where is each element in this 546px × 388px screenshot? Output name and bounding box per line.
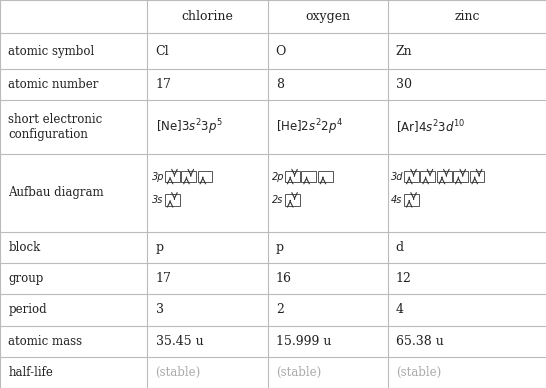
Text: [Ne]3$s^2$3$p^5$: [Ne]3$s^2$3$p^5$ [156, 117, 223, 137]
Text: zinc: zinc [454, 10, 479, 23]
Text: 4: 4 [396, 303, 404, 317]
Text: O: O [276, 45, 286, 58]
Text: p: p [156, 241, 164, 254]
Text: 4s: 4s [391, 195, 402, 205]
Bar [404, 171, 419, 182]
Text: 16: 16 [276, 272, 292, 285]
Text: 15.999 u: 15.999 u [276, 335, 331, 348]
Bar [437, 171, 452, 182]
Text: half-life: half-life [8, 366, 53, 379]
Bar [165, 194, 180, 206]
Bar [453, 171, 468, 182]
Bar [285, 171, 300, 182]
Bar [198, 171, 212, 182]
Text: Aufbau diagram: Aufbau diagram [8, 186, 104, 199]
Text: [Ar]4$s^2$3$d^{10}$: [Ar]4$s^2$3$d^{10}$ [396, 118, 465, 136]
Text: 3: 3 [156, 303, 164, 317]
Text: group: group [8, 272, 44, 285]
Text: atomic number: atomic number [8, 78, 99, 91]
Bar [165, 171, 180, 182]
Bar [404, 194, 419, 206]
Text: 65.38 u: 65.38 u [396, 335, 443, 348]
Text: 3s: 3s [152, 195, 163, 205]
Text: period: period [8, 303, 47, 317]
Text: [He]2$s^2$2$p^4$: [He]2$s^2$2$p^4$ [276, 117, 342, 137]
Text: 3p: 3p [152, 171, 164, 182]
Text: atomic mass: atomic mass [8, 335, 82, 348]
Text: Zn: Zn [396, 45, 412, 58]
Text: 17: 17 [156, 78, 171, 91]
Text: atomic symbol: atomic symbol [8, 45, 94, 58]
Text: (stable): (stable) [396, 366, 441, 379]
Bar [420, 171, 435, 182]
Bar [301, 171, 316, 182]
Text: 2p: 2p [272, 171, 284, 182]
Bar [181, 171, 196, 182]
Text: d: d [396, 241, 404, 254]
Text: (stable): (stable) [156, 366, 201, 379]
Bar [470, 171, 484, 182]
Text: 2: 2 [276, 303, 283, 317]
Text: p: p [276, 241, 284, 254]
Text: 12: 12 [396, 272, 412, 285]
Text: Cl: Cl [156, 45, 169, 58]
Text: chlorine: chlorine [181, 10, 234, 23]
Text: 2s: 2s [272, 195, 283, 205]
Text: 3d: 3d [391, 171, 403, 182]
Text: short electronic
configuration: short electronic configuration [8, 113, 103, 141]
Text: 17: 17 [156, 272, 171, 285]
Bar [285, 194, 300, 206]
Text: 8: 8 [276, 78, 284, 91]
Text: oxygen: oxygen [305, 10, 350, 23]
Text: (stable): (stable) [276, 366, 321, 379]
Text: 30: 30 [396, 78, 412, 91]
Bar [318, 171, 333, 182]
Text: 35.45 u: 35.45 u [156, 335, 203, 348]
Text: block: block [8, 241, 40, 254]
